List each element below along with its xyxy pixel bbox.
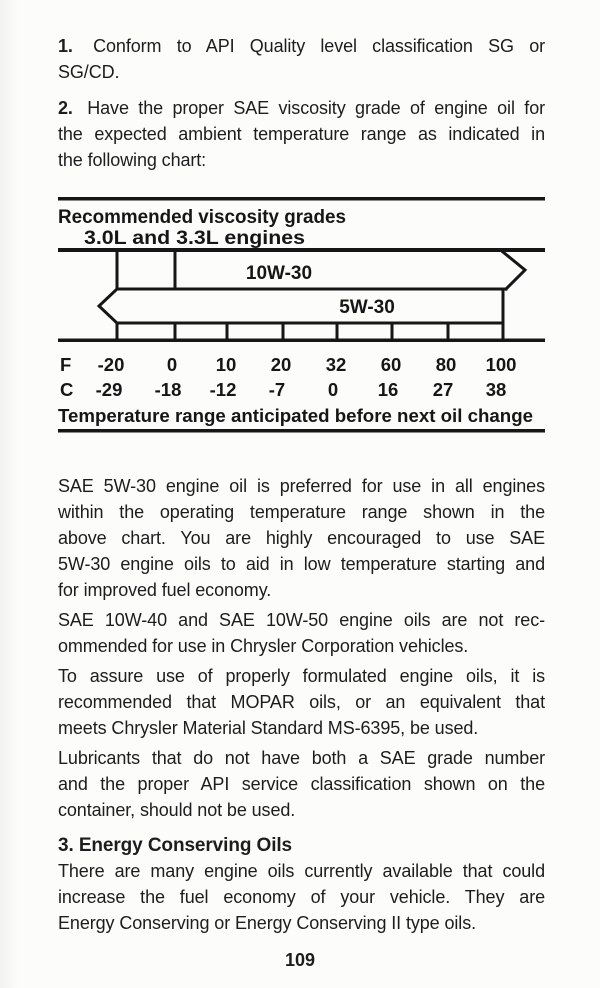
text-line: There are many engine oils currently ava… [58,861,545,881]
tick-label: 27 [433,379,454,400]
text-line: SAE 5W-30 engine oil is preferred for us… [58,476,545,496]
celsius-tick-labels: -29 -18 -12 -7 0 16 27 38 [96,379,507,400]
paragraph: 1. Conform to API Quality level classifi… [58,33,545,85]
section-heading: 3. Energy Conserving Oils [58,835,293,856]
chart-subtitle: 3.0L and 3.3L engines [84,228,305,249]
tick-label: 0 [167,354,177,375]
fahrenheit-label: F [60,354,71,375]
paragraph: Lubricants that do not have both a SAE g… [58,745,545,823]
text-line: recommended that MOPAR oils, or an equiv… [58,692,545,712]
text-line: meets Chrysler Material Standard MS-6395… [58,718,479,738]
list-number: 2. [58,98,73,118]
chart-bottom-rule [58,429,545,433]
paragraph: SAE 10W-40 and SAE 10W-50 engine oils ar… [58,607,545,659]
body-paragraphs: SAE 5W-30 engine oil is preferred for us… [58,473,545,940]
bar-label-5w30: 5W-30 [339,297,395,318]
tick-label: 100 [486,354,517,375]
text-line: increase the fuel economy of your vehicl… [58,887,545,907]
tick-label: -7 [269,379,285,400]
tick-label: 60 [381,354,402,375]
tick-label: -29 [96,379,123,400]
text-line: SG/CD. [58,62,120,82]
text-line: for improved fuel economy. [58,580,272,600]
viscosity-chart: Recommended viscosity grades 3.0L and 3.… [58,197,545,433]
right-arrow-icon [500,249,528,292]
text-line: within the operating temperature range s… [58,502,545,522]
fahrenheit-tick-labels: -20 0 10 20 32 60 80 100 [98,354,517,375]
tick-label: 16 [378,379,399,400]
text-line: Energy Conserving or Energy Conserving I… [58,913,477,933]
text-line: 2. Have the proper SAE viscosity grade o… [58,98,545,118]
chart-header-rule [58,248,545,252]
intro-paragraphs: 1. Conform to API Quality level classifi… [58,33,545,183]
text-line: To assure use of properly formulated eng… [58,666,545,686]
list-number: 1. [58,36,73,56]
tick-label: 80 [436,354,457,375]
tick-label: -20 [98,354,125,375]
tick-label: 38 [486,379,507,400]
tick-label: 32 [326,354,347,375]
text-line: ommended for use in Chrysler Corporation… [58,636,469,656]
text-line: the expected ambient temperature range a… [58,124,545,144]
scan-edge-shadow [0,0,18,988]
text-line: above chart. You are highly encouraged t… [58,528,545,548]
left-arrow-icon [96,286,120,326]
chart-axis-rule [58,338,545,342]
paragraph: There are many engine oils currently ava… [58,858,545,936]
tick-label: -12 [210,379,237,400]
paragraph: 2. Have the proper SAE viscosity grade o… [58,95,545,173]
chart-title: Recommended viscosity grades [58,206,346,228]
text-line: 5W-30 engine oils to aid in low temperat… [58,554,545,574]
text-line: container, should not be used. [58,800,296,820]
tick-label: 20 [271,354,292,375]
text-line: SAE 10W-40 and SAE 10W-50 engine oils ar… [58,610,545,630]
axis-tick-marks [115,321,505,342]
text-line: Lubricants that do not have both a SAE g… [58,748,545,768]
celsius-label: C [60,379,73,400]
text-line: the following chart: [58,150,207,170]
bar-label-10w30: 10W-30 [246,263,312,284]
chart-top-rule [58,197,545,201]
tick-label: 10 [216,354,237,375]
chart-caption: Temperature range anticipated before nex… [58,405,533,426]
page-number: 109 [284,950,316,970]
tick-label: 0 [328,379,338,400]
tick-label: -18 [155,379,182,400]
text-line: and the proper API service classificatio… [58,774,545,794]
text-line: 1. Conform to API Quality level classifi… [58,36,545,56]
paragraph: To assure use of properly formulated eng… [58,663,545,741]
paragraph: SAE 5W-30 engine oil is preferred for us… [58,473,545,603]
